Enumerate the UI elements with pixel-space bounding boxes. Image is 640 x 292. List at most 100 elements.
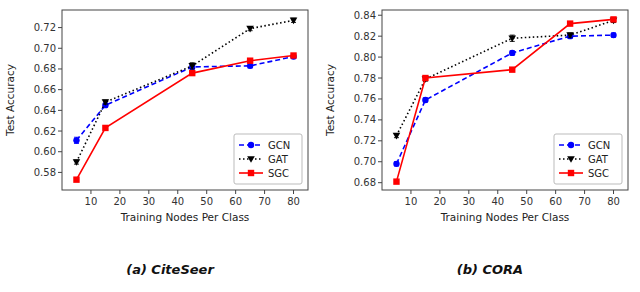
x-tick <box>148 190 149 194</box>
x-tick-label: 50 <box>520 196 533 207</box>
legend-label: GCN <box>268 140 290 151</box>
x-tick <box>439 190 440 194</box>
point <box>102 125 108 131</box>
x-tick <box>526 190 527 194</box>
legend-label: GAT <box>268 154 289 165</box>
panel: 0.580.600.620.640.660.680.700.7210203040… <box>4 10 308 277</box>
y-tick-label: 0.62 <box>34 126 56 137</box>
y-tick <box>378 57 382 58</box>
y-tick-label: 0.82 <box>354 31 376 42</box>
y-tick <box>58 131 62 132</box>
y-tick-label: 0.60 <box>34 146 56 157</box>
y-tick-label: 0.74 <box>354 114 376 125</box>
point <box>610 16 616 22</box>
point <box>246 26 254 33</box>
y-tick-label: 0.76 <box>354 93 376 104</box>
point <box>102 99 110 106</box>
x-tick-label: 30 <box>462 196 475 207</box>
point <box>290 52 296 58</box>
y-axis-label: Test Accuracy <box>324 64 336 137</box>
point <box>566 32 574 39</box>
point <box>393 161 399 167</box>
error-bar <box>74 137 79 143</box>
x-tick <box>584 190 585 194</box>
y-tick <box>58 172 62 173</box>
x-tick-label: 20 <box>434 196 447 207</box>
chart-root: 0.580.600.620.640.660.680.700.7210203040… <box>0 0 640 292</box>
point <box>509 50 515 56</box>
y-tick <box>378 36 382 37</box>
point <box>567 20 573 26</box>
legend-box <box>554 134 622 184</box>
x-tick <box>613 190 614 194</box>
caption: (a) CiteSeer <box>126 262 215 277</box>
x-tick <box>235 190 236 194</box>
caption: (b) CORA <box>457 262 523 277</box>
point <box>73 137 79 143</box>
legend-box <box>234 134 302 184</box>
legend-label: SGC <box>268 168 289 179</box>
y-tick <box>378 182 382 183</box>
x-tick <box>119 190 120 194</box>
legend-marker <box>248 142 254 148</box>
point <box>247 57 253 63</box>
point <box>290 17 298 24</box>
y-tick-label: 0.84 <box>354 10 376 21</box>
x-tick <box>468 190 469 194</box>
series <box>393 18 618 140</box>
x-axis-label: Training Nodes Per Class <box>120 211 250 223</box>
y-tick-label: 0.72 <box>354 135 376 146</box>
x-tick-label: 60 <box>229 196 242 207</box>
y-tick-label: 0.72 <box>34 22 56 33</box>
x-tick <box>410 190 411 194</box>
x-tick-label: 10 <box>85 196 98 207</box>
y-tick-label: 0.64 <box>34 105 56 116</box>
legend-label: GAT <box>588 154 609 165</box>
y-tick <box>378 98 382 99</box>
point <box>422 75 428 81</box>
x-tick <box>293 190 294 194</box>
y-tick <box>58 68 62 69</box>
x-tick <box>177 190 178 194</box>
point <box>567 33 573 39</box>
series <box>73 53 296 143</box>
y-tick <box>58 151 62 152</box>
x-tick <box>555 190 556 194</box>
x-tick-label: 20 <box>114 196 127 207</box>
plot-frame <box>62 10 308 190</box>
legend-label: SGC <box>588 168 609 179</box>
x-tick <box>206 190 207 194</box>
legend-marker <box>568 170 574 176</box>
point <box>422 97 428 103</box>
y-tick <box>378 78 382 79</box>
y-tick-label: 0.58 <box>34 167 56 178</box>
y-tick <box>58 48 62 49</box>
x-tick-label: 10 <box>405 196 418 207</box>
y-tick <box>58 89 62 90</box>
point <box>393 178 399 184</box>
y-tick <box>378 140 382 141</box>
point <box>509 66 515 72</box>
legend-marker <box>568 142 574 148</box>
point <box>189 70 195 76</box>
legend: GCN GAT SGC <box>554 134 622 184</box>
x-tick <box>264 190 265 194</box>
point <box>189 64 195 70</box>
panel: 0.680.700.720.740.760.780.800.820.841020… <box>324 10 628 277</box>
x-tick-label: 70 <box>578 196 591 207</box>
point <box>508 35 516 42</box>
y-tick <box>58 110 62 111</box>
point <box>73 176 79 182</box>
legend: GCN GAT SGC <box>234 134 302 184</box>
y-tick-label: 0.78 <box>354 73 376 84</box>
point <box>610 32 616 38</box>
y-tick-label: 0.68 <box>354 177 376 188</box>
x-tick <box>90 190 91 194</box>
y-tick <box>58 27 62 28</box>
y-tick-label: 0.70 <box>354 156 376 167</box>
legend-label: GCN <box>588 140 610 151</box>
plot-frame <box>382 10 628 190</box>
y-tick <box>378 15 382 16</box>
x-tick-label: 40 <box>491 196 504 207</box>
y-tick <box>378 161 382 162</box>
